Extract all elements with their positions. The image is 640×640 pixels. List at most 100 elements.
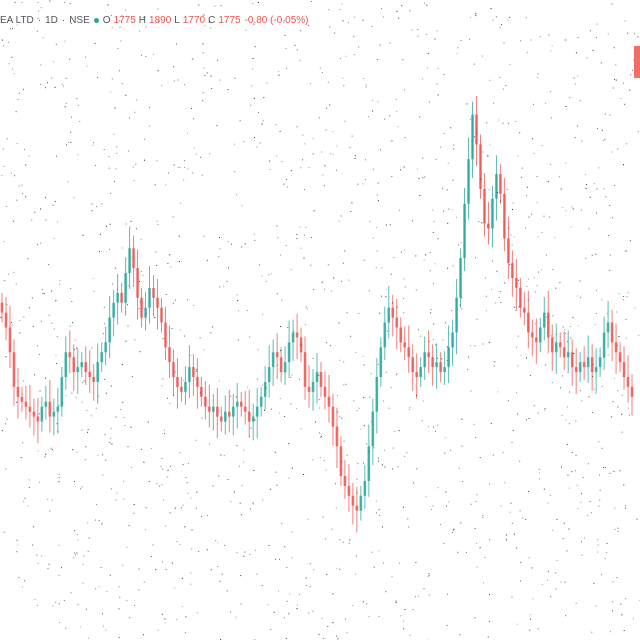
candle-body[interactable]: [515, 278, 518, 288]
candle-body[interactable]: [606, 322, 610, 333]
candle-body[interactable]: [216, 406, 219, 417]
candle-body[interactable]: [487, 223, 490, 229]
candle-body[interactable]: [499, 174, 502, 194]
candle-body[interactable]: [247, 411, 251, 422]
candle-body[interactable]: [339, 446, 343, 476]
candle-body[interactable]: [255, 406, 259, 417]
candle-body[interactable]: [471, 114, 474, 160]
candle-body[interactable]: [160, 307, 163, 323]
candle-body[interactable]: [570, 352, 574, 368]
candle-body[interactable]: [36, 416, 40, 422]
candle-body[interactable]: [375, 377, 379, 412]
candle-body[interactable]: [220, 416, 223, 422]
candle-body[interactable]: [239, 401, 243, 407]
candle-body[interactable]: [542, 312, 546, 328]
candle-body[interactable]: [251, 416, 255, 422]
candle-body[interactable]: [100, 352, 103, 363]
candle-body[interactable]: [415, 372, 418, 377]
candle-body[interactable]: [507, 238, 510, 264]
candle-body[interactable]: [379, 347, 383, 377]
candle-body[interactable]: [467, 159, 470, 204]
candle-body[interactable]: [311, 381, 315, 392]
candle-body[interactable]: [399, 327, 403, 343]
candle-body[interactable]: [172, 362, 175, 377]
candle-body[interactable]: [435, 362, 438, 368]
candle-body[interactable]: [52, 411, 56, 417]
candle-body[interactable]: [116, 292, 119, 303]
candle-body[interactable]: [319, 372, 323, 387]
candle-body[interactable]: [140, 297, 143, 318]
candle-body[interactable]: [32, 411, 36, 417]
candle-body[interactable]: [267, 367, 271, 382]
candle-body[interactable]: [519, 287, 522, 308]
candle-body[interactable]: [359, 495, 363, 511]
candle-body[interactable]: [503, 193, 506, 239]
candle-body[interactable]: [148, 287, 151, 308]
candle-body[interactable]: [223, 411, 227, 422]
candle-body[interactable]: [259, 396, 263, 407]
candle-body[interactable]: [40, 406, 44, 422]
candle-body[interactable]: [132, 248, 135, 269]
candle-body[interactable]: [315, 372, 319, 382]
candle-body[interactable]: [558, 342, 562, 348]
symbol-interval[interactable]: 1D: [45, 14, 58, 26]
candle-body[interactable]: [263, 381, 267, 397]
candle-body[interactable]: [610, 322, 614, 343]
candle-body[interactable]: [614, 342, 618, 353]
candle-body[interactable]: [367, 446, 371, 481]
candle-body[interactable]: [28, 406, 32, 412]
candle-body[interactable]: [527, 312, 530, 333]
candle-body[interactable]: [371, 411, 375, 447]
candle-body[interactable]: [88, 372, 92, 377]
candle-body[interactable]: [120, 292, 123, 303]
candle-body[interactable]: [283, 362, 287, 373]
candle-body[interactable]: [208, 406, 211, 412]
candle-body[interactable]: [407, 347, 411, 358]
candle-body[interactable]: [168, 347, 171, 363]
candle-body[interactable]: [403, 342, 407, 348]
candle-body[interactable]: [459, 258, 462, 298]
candle-body[interactable]: [451, 332, 454, 348]
candle-body[interactable]: [76, 367, 80, 373]
candle-body[interactable]: [383, 322, 387, 348]
candle-body[interactable]: [307, 386, 311, 392]
candle-body[interactable]: [243, 406, 247, 412]
candle-body[interactable]: [176, 377, 179, 387]
candle-body[interactable]: [546, 312, 550, 338]
candle-body[interactable]: [287, 342, 291, 363]
candle-body[interactable]: [582, 362, 586, 368]
candle-body[interactable]: [68, 352, 72, 358]
candle-body[interactable]: [355, 505, 359, 511]
candle-body[interactable]: [104, 342, 107, 353]
candle-body[interactable]: [180, 386, 183, 392]
candle-body[interactable]: [144, 307, 147, 318]
candle-body[interactable]: [196, 377, 199, 387]
candle-body[interactable]: [303, 352, 307, 387]
candle-body[interactable]: [327, 396, 331, 407]
symbol-name[interactable]: EA LTD: [0, 14, 34, 26]
candle-body[interactable]: [48, 401, 52, 417]
candle-body[interactable]: [231, 406, 235, 417]
candle-body[interactable]: [200, 386, 203, 397]
candle-body[interactable]: [291, 332, 295, 343]
candle-body[interactable]: [204, 396, 207, 407]
candle-body[interactable]: [152, 287, 155, 298]
candle-body[interactable]: [96, 362, 99, 382]
candle-body[interactable]: [275, 352, 279, 358]
candle-body[interactable]: [550, 337, 554, 353]
candle-body[interactable]: [351, 495, 355, 506]
candle-body[interactable]: [479, 144, 482, 189]
candle-body[interactable]: [574, 367, 578, 373]
candle-body[interactable]: [184, 381, 187, 392]
candle-body[interactable]: [335, 426, 339, 447]
candle-body[interactable]: [136, 268, 139, 298]
candle-body[interactable]: [60, 377, 64, 407]
candle-body[interactable]: [12, 352, 16, 387]
candle-body[interactable]: [295, 332, 299, 338]
candle-body[interactable]: [423, 352, 426, 368]
candle-body[interactable]: [622, 362, 626, 377]
candle-body[interactable]: [463, 203, 466, 259]
candle-body[interactable]: [455, 297, 458, 333]
candle-body[interactable]: [447, 347, 450, 368]
candle-body[interactable]: [419, 367, 422, 377]
